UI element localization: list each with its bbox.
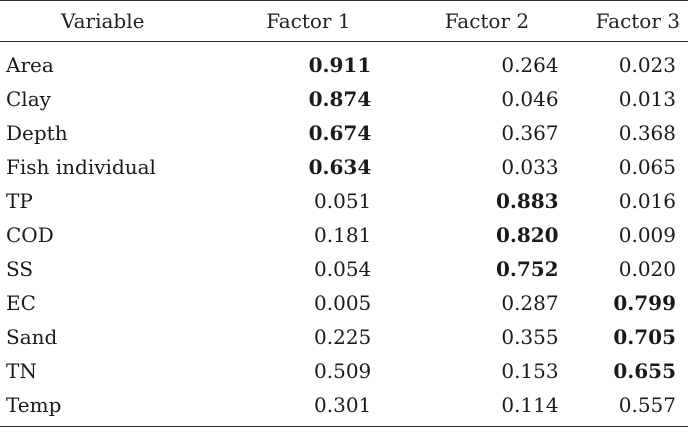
variable-cell: Sand xyxy=(6,325,58,349)
factor-2-loading-cell: 0.367 xyxy=(501,121,559,145)
factor-3-loading-cell: 0.557 xyxy=(562,388,688,427)
factor-2-loading-cell: 0.820 xyxy=(495,223,559,247)
factor-2-loading-cell: 0.046 xyxy=(501,87,559,111)
table-row: TP 0.051 0.883 0.016 xyxy=(0,184,688,218)
factor-2-loading-cell: 0.355 xyxy=(501,325,559,349)
table-row: COD 0.181 0.820 0.009 xyxy=(0,218,688,252)
variable-cell: EC xyxy=(6,291,36,315)
table-row: SS 0.054 0.752 0.020 xyxy=(0,252,688,286)
factor-1-loading-cell: 0.634 xyxy=(308,155,372,179)
header-variable: Variable xyxy=(0,0,206,42)
factor-2-loading-cell: 0.114 xyxy=(375,388,563,427)
factor-3-loading-cell: 0.023 xyxy=(618,53,676,77)
factor-1-loading-cell: 0.005 xyxy=(314,291,372,315)
factor-2-loading-cell: 0.264 xyxy=(501,53,559,77)
factor-3-loading-cell: 0.065 xyxy=(618,155,676,179)
table-body: Area 0.911 0.264 0.023 Clay 0.874 0.046 0.013 De… xyxy=(0,42,688,427)
variable-cell: Clay xyxy=(6,87,51,111)
factor-2-loading-cell: 0.287 xyxy=(501,291,559,315)
table-header: Variable Factor 1 Factor 2 Factor 3 xyxy=(0,0,688,42)
variable-cell: Depth xyxy=(6,121,68,145)
factor-3-loading-cell: 0.655 xyxy=(613,359,676,383)
factor-1-loading-cell: 0.509 xyxy=(314,359,372,383)
factor-1-loading-cell: 0.874 xyxy=(308,87,372,111)
factor-1-loading-cell: 0.674 xyxy=(308,121,372,145)
table-row: Fish individual 0.634 0.033 0.065 xyxy=(0,150,688,184)
factor-2-loading-cell: 0.153 xyxy=(501,359,559,383)
header-row: Variable Factor 1 Factor 2 Factor 3 xyxy=(0,0,688,42)
factor-2-loading-cell: 0.752 xyxy=(495,257,559,281)
factor-3-loading-cell: 0.705 xyxy=(613,325,676,349)
header-factor-3: Factor 3 xyxy=(562,0,688,42)
header-factor-1: Factor 1 xyxy=(205,0,376,42)
factor-loadings-table: Variable Factor 1 Factor 2 Factor 3 Area… xyxy=(0,0,688,427)
factor-1-loading-cell: 0.054 xyxy=(314,257,372,281)
header-factor-2: Factor 2 xyxy=(375,0,563,42)
variable-cell: Area xyxy=(6,53,54,77)
factor-1-loading-cell: 0.301 xyxy=(205,388,376,427)
factor-3-loading-cell: 0.013 xyxy=(618,87,676,111)
factor-1-loading-cell: 0.225 xyxy=(314,325,372,349)
table-row: Area 0.911 0.264 0.023 xyxy=(0,42,688,83)
variable-cell: Fish individual xyxy=(6,155,156,179)
table-row: TN 0.509 0.153 0.655 xyxy=(0,354,688,388)
factor-3-loading-cell: 0.368 xyxy=(618,121,676,145)
table-row: Sand 0.225 0.355 0.705 xyxy=(0,320,688,354)
table-row: Depth 0.674 0.367 0.368 xyxy=(0,116,688,150)
variable-cell: TN xyxy=(6,359,37,383)
factor-3-loading-cell: 0.799 xyxy=(613,291,676,315)
factor-3-loading-cell: 0.020 xyxy=(618,257,676,281)
variable-cell: COD xyxy=(6,223,54,247)
table-row: EC 0.005 0.287 0.799 xyxy=(0,286,688,320)
factor-1-loading-cell: 0.911 xyxy=(308,53,372,77)
table-row: Clay 0.874 0.046 0.013 xyxy=(0,82,688,116)
variable-cell: TP xyxy=(6,189,33,213)
factor-1-loading-cell: 0.181 xyxy=(314,223,372,247)
factor-2-loading-cell: 0.883 xyxy=(495,189,559,213)
factor-3-loading-cell: 0.016 xyxy=(618,189,676,213)
variable-cell: Temp xyxy=(0,388,206,427)
table-row: Temp 0.301 0.114 0.557 xyxy=(0,388,688,427)
factor-1-loading-cell: 0.051 xyxy=(314,189,372,213)
factor-3-loading-cell: 0.009 xyxy=(618,223,676,247)
factor-2-loading-cell: 0.033 xyxy=(501,155,559,179)
variable-cell: SS xyxy=(6,257,34,281)
